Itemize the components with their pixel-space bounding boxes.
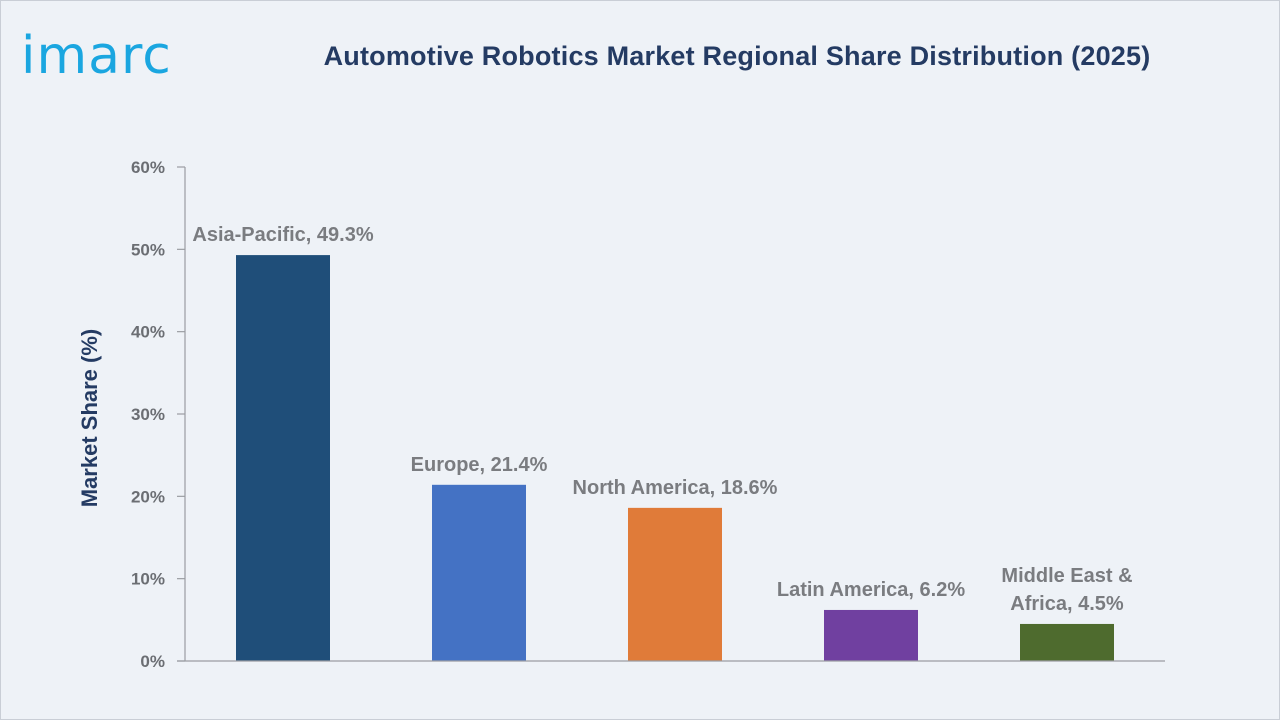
y-tick-label: 10% [131, 570, 165, 589]
y-tick-label: 20% [131, 487, 165, 506]
y-tick-label: 60% [131, 158, 165, 177]
bar-data-label: Middle East & [1001, 565, 1132, 587]
chart-title: Automotive Robotics Market Regional Shar… [323, 41, 1151, 71]
imarc-logo: imarc [21, 26, 172, 85]
y-tick-label: 40% [131, 323, 165, 342]
bar-europe [432, 484, 526, 661]
logo-text: imarc [21, 26, 172, 85]
bar-data-label: Asia-Pacific, 49.3% [192, 224, 373, 246]
y-tick-label: 30% [131, 405, 165, 424]
bar-data-label: North America, 18.6% [573, 477, 778, 499]
y-axis-ticks: 0% 10% 20% 30% 40% 50% 60% [131, 158, 185, 671]
bar-asia-pacific [236, 255, 330, 661]
bar-latin-america [824, 609, 918, 661]
bar-north-america [628, 507, 722, 661]
bar-data-label: Europe, 21.4% [411, 454, 548, 476]
data-labels: Asia-Pacific, 49.3% Europe, 21.4% North Am… [192, 224, 1132, 615]
bar-data-label: Latin America, 6.2% [777, 579, 965, 601]
bars [236, 255, 1114, 661]
bar-data-label: Africa, 4.5% [1010, 593, 1124, 615]
bar-middle-east-africa [1020, 623, 1114, 661]
y-axis-title: Market Share (%) [77, 329, 102, 508]
y-tick-label: 0% [140, 652, 165, 671]
y-tick-label: 50% [131, 240, 165, 259]
